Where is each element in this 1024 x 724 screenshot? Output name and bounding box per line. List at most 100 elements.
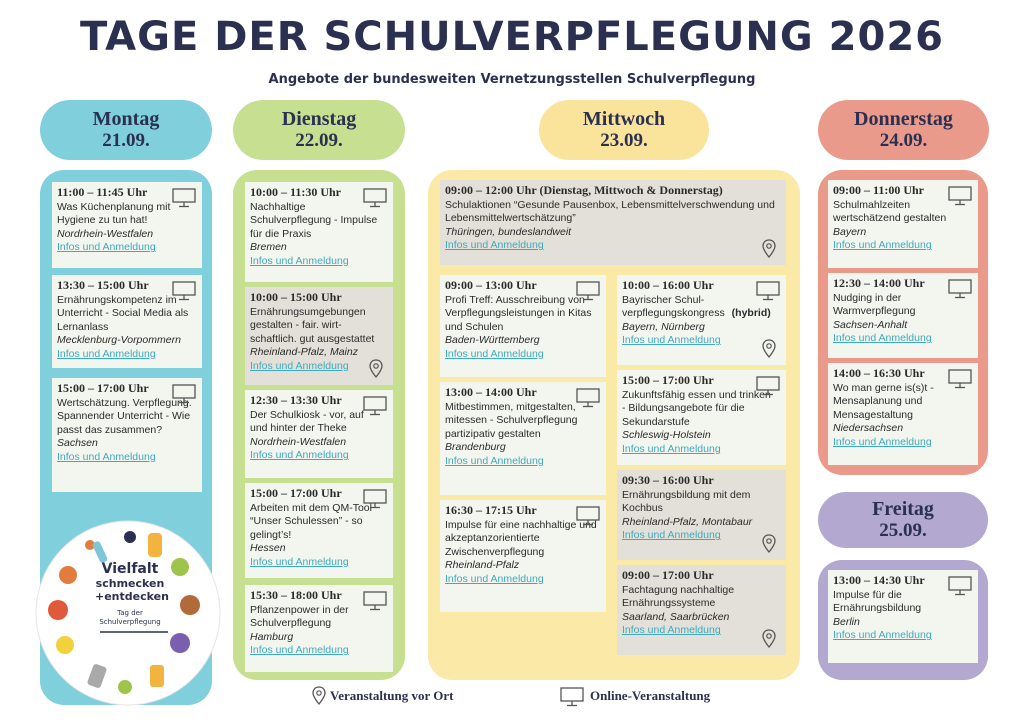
event-card: 13:00 – 14:00 Uhr Mitbestimmen, mitgestal… bbox=[440, 382, 606, 495]
event-place: Hessen bbox=[250, 542, 286, 555]
event-time: 09:00 – 13:00 Uhr bbox=[445, 278, 537, 292]
event-time: 13:00 – 14:00 Uhr bbox=[445, 385, 537, 399]
monitor-icon bbox=[576, 281, 600, 301]
event-place: Hamburg bbox=[250, 630, 294, 643]
logo-caption: Schulverpflegung bbox=[99, 618, 161, 626]
pin-icon bbox=[762, 339, 776, 358]
day-name: Dienstag bbox=[281, 108, 357, 130]
event-card: 15:30 – 18:00 Uhr Pflanzenpower in der Sc… bbox=[245, 585, 393, 672]
event-link[interactable]: Infos und Anmeldung bbox=[57, 241, 156, 254]
event-time: 10:00 – 15:00 Uhr bbox=[250, 290, 342, 304]
day-name: Montag bbox=[92, 108, 160, 130]
event-link[interactable]: Infos und Anmeldung bbox=[445, 347, 544, 360]
event-card: 10:00 – 16:00 Uhr Bayrischer Schul-verpfl… bbox=[617, 275, 786, 365]
legend-onsite: Veranstaltung vor Ort bbox=[330, 688, 454, 703]
event-card: 10:00 – 15:00 Uhr Ernährungsumgebungen ge… bbox=[245, 287, 393, 385]
logo-caption: Tag der bbox=[117, 609, 143, 617]
monitor-icon bbox=[948, 186, 972, 206]
event-title: Nudging in der Warmverpflegung bbox=[833, 291, 916, 318]
event-card: 09:00 – 17:00 Uhr Fachtagung nachhaltige … bbox=[617, 565, 786, 655]
event-link[interactable]: Infos und Anmeldung bbox=[833, 332, 932, 345]
day-date: 22.09. bbox=[295, 130, 343, 151]
event-title: Impulse für die Ernährungsbildung bbox=[833, 588, 922, 615]
event-title: Schulmahlzeiten wertschätzend gestalten bbox=[833, 198, 947, 225]
event-title: Fachtagung nachhaltige Ernährungssysteme bbox=[622, 583, 735, 610]
event-link[interactable]: Infos und Anmeldung bbox=[445, 239, 544, 252]
event-title: Wo man gerne is(s)t - Mensaplanung und M… bbox=[833, 381, 934, 421]
day-header: Mittwoch 23.09. bbox=[539, 100, 709, 160]
day-header: Donnerstag 24.09. bbox=[818, 100, 989, 160]
event-link[interactable]: Infos und Anmeldung bbox=[250, 254, 349, 267]
pin-icon bbox=[762, 629, 776, 648]
event-card: 09:00 – 11:00 Uhr Schulmahlzeiten wertsch… bbox=[828, 180, 978, 268]
event-title: Wertschätzung. Verpflegung. Spannender U… bbox=[57, 396, 192, 436]
pin-icon bbox=[762, 534, 776, 553]
event-title: Ernährungsumgebungen gestalten - fair. w… bbox=[250, 305, 375, 345]
day-date: 21.09. bbox=[102, 130, 150, 151]
monitor-icon bbox=[560, 687, 584, 707]
event-link[interactable]: Infos und Anmeldung bbox=[250, 644, 349, 657]
event-time: 09:00 – 11:00 Uhr bbox=[833, 183, 924, 197]
monitor-icon bbox=[948, 279, 972, 299]
event-title: Zukunftsfähig essen und trinken - Bildun… bbox=[622, 388, 771, 428]
event-title: Arbeiten mit dem QM-Tool “Unser Schuless… bbox=[250, 501, 372, 541]
event-time: 09:00 – 17:00 Uhr bbox=[622, 568, 714, 582]
event-card: 11:00 – 11:45 Uhr Was Küchenplanung mit H… bbox=[52, 182, 202, 268]
event-title: Ernährungsbildung mit dem Kochbus bbox=[622, 488, 751, 515]
event-link[interactable]: Infos und Anmeldung bbox=[622, 529, 721, 542]
event-card: 12:30 – 14:00 Uhr Nudging in der Warmverp… bbox=[828, 273, 978, 358]
event-place: Brandenburg bbox=[445, 441, 506, 454]
day-date: 23.09. bbox=[600, 130, 648, 151]
event-link[interactable]: Infos und Anmeldung bbox=[250, 555, 349, 568]
event-place: Bremen bbox=[250, 241, 287, 254]
day-header: Freitag 25.09. bbox=[818, 492, 988, 548]
logo-title: +entdecken bbox=[95, 590, 169, 603]
event-time: 16:30 – 17:15 Uhr bbox=[445, 503, 537, 517]
event-title: Was Küchenplanung mit Hygiene zu tun hat… bbox=[57, 200, 171, 227]
event-link[interactable]: Infos und Anmeldung bbox=[622, 334, 721, 347]
event-link[interactable]: Infos und Anmeldung bbox=[250, 359, 349, 372]
day-name: Mittwoch bbox=[582, 108, 666, 130]
monitor-icon bbox=[948, 576, 972, 596]
event-card: 15:00 – 17:00 Uhr Wertschätzung. Verpfleg… bbox=[52, 378, 202, 492]
event-link[interactable]: Infos und Anmeldung bbox=[250, 449, 349, 462]
logo-title: schmecken bbox=[95, 577, 165, 590]
event-title: Nachhaltige Schulverpflegung - Impulse f… bbox=[250, 200, 378, 240]
event-link[interactable]: Infos und Anmeldung bbox=[622, 442, 721, 455]
event-time: 13:30 – 15:00 Uhr bbox=[57, 278, 149, 292]
event-place: Rheinland-Pfalz, Mainz bbox=[250, 346, 358, 359]
event-link[interactable]: Infos und Anmeldung bbox=[57, 450, 156, 463]
monitor-icon bbox=[363, 591, 387, 611]
pin-icon bbox=[312, 686, 326, 705]
event-card: 15:00 – 17:00 Uhr Arbeiten mit dem QM-Too… bbox=[245, 483, 393, 578]
event-time: 15:00 – 17:00 Uhr bbox=[250, 486, 342, 500]
event-time: 09:00 – 12:00 Uhr (Dienstag, Mittwoch & … bbox=[445, 183, 723, 197]
event-time: 15:00 – 17:00 Uhr bbox=[57, 381, 149, 395]
event-place: Bayern, Nürnberg bbox=[622, 320, 705, 333]
event-card: 13:30 – 15:00 Uhr Ernährungskompetenz im … bbox=[52, 275, 202, 368]
event-title: Schulaktionen “Gesunde Pausenbox, Lebens… bbox=[445, 198, 775, 225]
title: TAGE DER SCHULVERPFLEGUNG 2026 bbox=[80, 14, 944, 60]
event-time: 10:00 – 16:00 Uhr bbox=[622, 278, 714, 292]
monitor-icon bbox=[948, 369, 972, 389]
event-link[interactable]: Infos und Anmeldung bbox=[57, 347, 156, 360]
event-title: Impulse für eine nachhaltige und akzepta… bbox=[445, 518, 597, 558]
event-title: Profi Treff: Ausschreibung von Verpflegu… bbox=[445, 293, 592, 333]
event-link[interactable]: Infos und Anmeldung bbox=[622, 624, 721, 637]
event-place: Nordrhein-Westfalen bbox=[250, 435, 347, 448]
event-link[interactable]: Infos und Anmeldung bbox=[445, 572, 544, 585]
event-place: Saarland, Saarbrücken bbox=[622, 610, 730, 623]
monitor-icon bbox=[756, 281, 780, 301]
event-link[interactable]: Infos und Anmeldung bbox=[833, 435, 932, 448]
event-card: 09:00 – 12:00 Uhr (Dienstag, Mittwoch & … bbox=[440, 180, 786, 265]
event-link[interactable]: Infos und Anmeldung bbox=[833, 239, 932, 252]
day-date: 24.09. bbox=[879, 130, 928, 151]
event-title: Mitbestimmen, mitgestalten, mitessen - S… bbox=[445, 400, 578, 440]
event-link[interactable]: Infos und Anmeldung bbox=[833, 629, 932, 642]
day-name: Donnerstag bbox=[854, 108, 953, 130]
monitor-icon bbox=[576, 388, 600, 408]
event-link[interactable]: Infos und Anmeldung bbox=[445, 454, 544, 467]
event-place: Berlin bbox=[833, 615, 860, 628]
event-card: 16:30 – 17:15 Uhr Impulse für eine nachha… bbox=[440, 500, 606, 612]
